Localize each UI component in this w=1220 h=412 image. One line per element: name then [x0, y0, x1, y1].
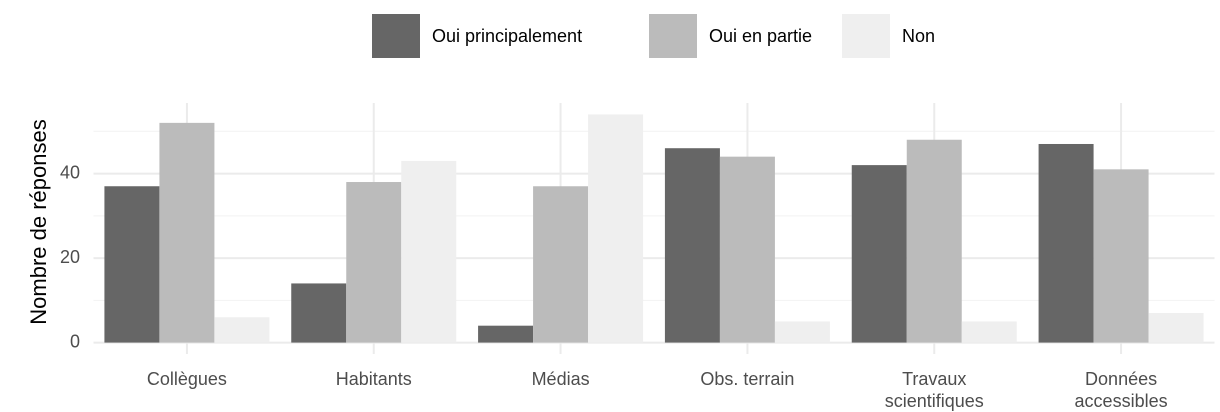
x-tick-label: Médias: [532, 369, 590, 389]
legend-text: Oui en partie: [709, 26, 812, 46]
x-tick-label: Travaux scientifiques: [885, 369, 984, 411]
bar: [851, 165, 907, 343]
legend-swatch: [649, 14, 697, 58]
bar: [1038, 143, 1094, 343]
y-tick-label: 0: [70, 331, 80, 351]
bar: [478, 325, 534, 343]
bar: [401, 160, 457, 343]
x-tick-label: Données accessibles: [1075, 369, 1168, 411]
bar: [906, 139, 962, 343]
legend-swatch: [372, 14, 420, 58]
y-tick-label: 40: [60, 162, 80, 182]
x-tick-label: Obs. terrain: [700, 369, 794, 389]
bar: [1148, 313, 1204, 343]
y-tick-label: 20: [60, 247, 80, 267]
bar: [291, 283, 347, 343]
bar: [719, 156, 775, 343]
bar: [346, 182, 402, 343]
bar: [774, 321, 830, 343]
bar: [159, 122, 215, 343]
bar: [961, 321, 1017, 343]
legend-text: Oui principalement: [432, 26, 582, 46]
y-axis-title: Nombre de réponses: [26, 119, 51, 324]
bar: [588, 114, 644, 343]
bar: [104, 186, 160, 343]
legend-text: Non: [902, 26, 935, 46]
x-tick-label: Habitants: [336, 369, 412, 389]
bar: [1093, 169, 1149, 343]
legend-swatch: [842, 14, 890, 58]
bar: [664, 148, 720, 343]
bar: [214, 317, 270, 343]
bar: [533, 186, 589, 343]
x-tick-label: Collègues: [147, 369, 227, 389]
